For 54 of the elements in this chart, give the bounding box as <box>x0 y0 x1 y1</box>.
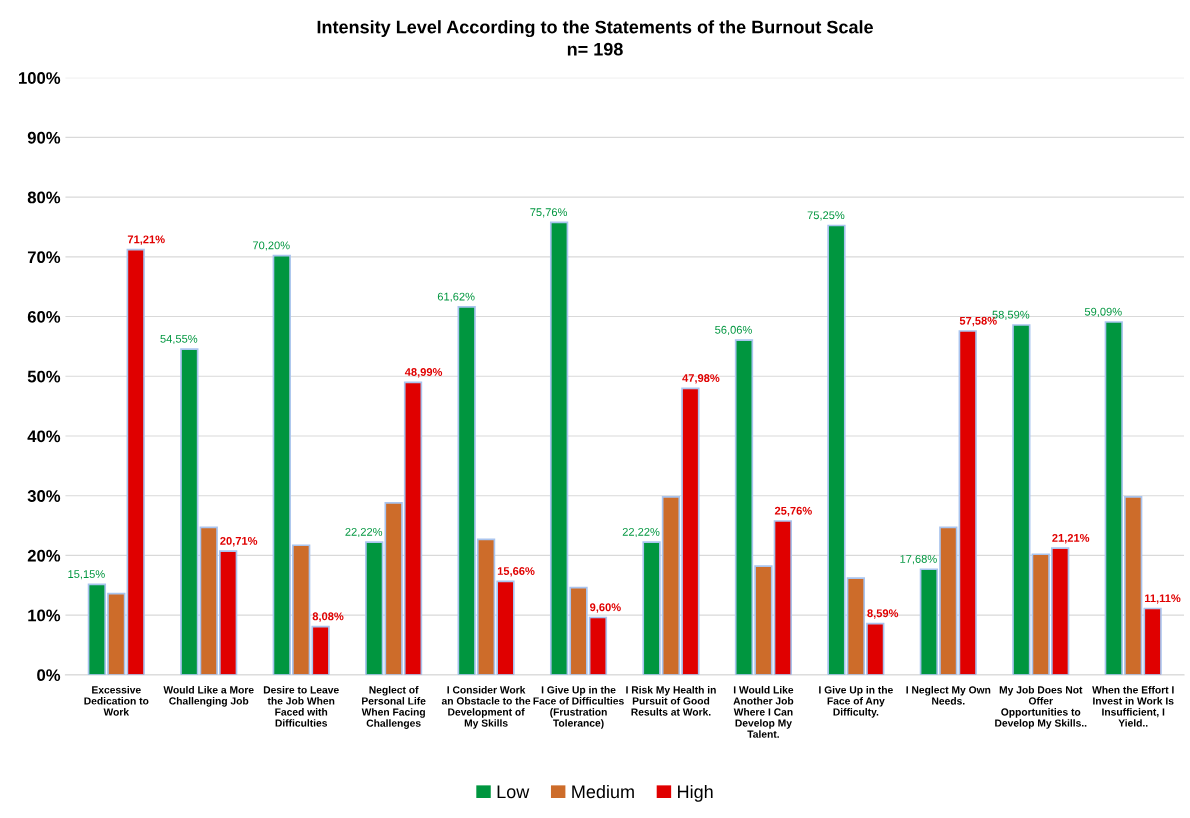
y-tick-label: 60% <box>27 310 61 323</box>
x-tick-label: When the Effort I Invest in Work Is Insufficient, I Yield.. <box>1092 685 1174 727</box>
bar <box>180 348 199 675</box>
data-label: 20,71% <box>220 536 258 547</box>
data-label: 25,76% <box>774 506 812 517</box>
data-label: 54,55% <box>160 334 198 345</box>
x-tick-label: I Neglect My Own Needs. <box>906 685 991 705</box>
y-tick-label: 100% <box>19 72 61 84</box>
x-tick-label: I Give Up in the Face of Difficulties (Frustration Tolerance) <box>533 685 624 729</box>
y-tick-label: 40% <box>27 430 61 443</box>
chart-title: Intensity Level According to the Statements of the Burnout Scale <box>317 20 873 38</box>
y-tick-label: 20% <box>27 549 61 562</box>
x-tick-label: Neglect of Personal Life When Facing Challenges <box>361 685 426 729</box>
y-tick-label: 0% <box>37 669 61 682</box>
y-tick-label: 30% <box>27 490 61 502</box>
data-label: 48,99% <box>404 368 443 378</box>
data-label: 22,22% <box>345 527 383 538</box>
data-label: 21,21% <box>1052 533 1090 544</box>
y-tick-label: 50% <box>27 370 61 383</box>
x-tick-label: I Risk My Health in Pursuit of Good Results at Work. <box>626 685 716 716</box>
data-label: 8,59% <box>867 609 899 619</box>
data-label: 17,68% <box>900 555 937 565</box>
x-tick-label: I Would Like Another Job Where I Can Develop My Talent. <box>733 685 794 738</box>
bar <box>958 330 977 675</box>
x-tick-label: Would Like a More Challenging Job <box>163 685 254 707</box>
data-label: 75,76% <box>530 208 568 218</box>
data-label: 11,11% <box>1145 594 1181 604</box>
data-label: 8,08% <box>312 612 344 622</box>
bar <box>126 248 145 675</box>
data-label: 70,20% <box>252 241 290 251</box>
data-label: 75,25% <box>807 211 845 221</box>
data-label: 15,15% <box>68 570 105 580</box>
data-label: 22,22% <box>622 527 660 538</box>
bar <box>1012 324 1031 675</box>
legend-label: High <box>678 784 713 802</box>
data-label: 47,98% <box>682 374 720 384</box>
data-label: 56,06% <box>715 325 752 336</box>
x-tick-label: Excessive Dedication to Work <box>84 685 149 716</box>
data-label: 59,09% <box>1084 307 1122 317</box>
legend-label: Medium <box>572 784 634 799</box>
x-tick-label: Desire to Leave the Job When Faced with Difficulties <box>263 685 339 727</box>
x-tick-label: My Job Does Not Offer Opportunities to Develop My Skills.. <box>995 685 1087 729</box>
x-tick-label: I Consider Work an Obstacle to the Development of My Skills <box>441 685 531 729</box>
x-tick-label: I Give Up in the Face of Any Difficulty. <box>819 685 893 718</box>
data-label: 15,66% <box>497 567 535 577</box>
data-label: 71,21% <box>127 235 165 245</box>
legend-label: Low <box>497 785 530 799</box>
y-tick-label: 70% <box>27 251 61 264</box>
chart-subtitle: n= 198 <box>567 42 623 56</box>
data-label: 9,60% <box>590 603 621 613</box>
y-tick-label: 80% <box>27 191 61 204</box>
y-tick-label: 90% <box>27 131 61 144</box>
y-tick-label: 10% <box>28 609 61 622</box>
data-label: 61,62% <box>437 292 475 302</box>
